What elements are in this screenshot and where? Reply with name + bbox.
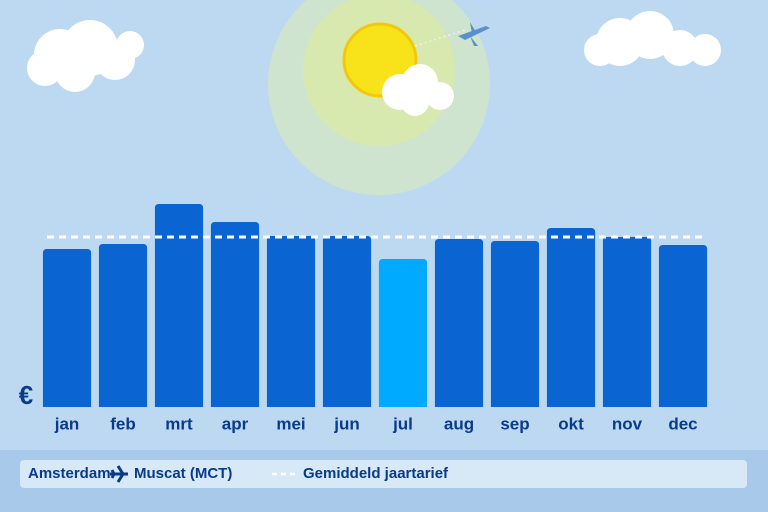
bar: [546, 228, 596, 407]
legend: [20, 460, 747, 488]
legend-plane: [110, 465, 128, 483]
flight-trail: [414, 29, 466, 47]
plot: jan feb mrt apr mei jun jul aug sep okt nov dec: [42, 204, 708, 433]
bar: [434, 239, 484, 407]
x-tick-label: jul: [392, 414, 413, 433]
x-tick-label: mrt: [165, 414, 193, 433]
x-tick-label: sep: [500, 414, 529, 433]
x-tick-label: mei: [276, 414, 305, 433]
legend-destination: Muscat (MCT): [134, 465, 232, 482]
x-tick-label: apr: [222, 414, 249, 433]
bar: [98, 244, 148, 407]
bar: [266, 236, 316, 407]
legend-average: Gemiddeld jaartarief: [303, 465, 449, 482]
bar: [490, 241, 540, 407]
x-tick-label: jan: [54, 414, 80, 433]
bar: [658, 245, 708, 407]
x-tick-label: okt: [558, 414, 584, 433]
x-tick-label: nov: [612, 414, 643, 433]
x-tick-label: aug: [444, 414, 474, 433]
bar: [210, 222, 260, 407]
plane-icon: [458, 22, 490, 46]
bar: [378, 259, 428, 407]
x-tick-label: feb: [110, 414, 136, 433]
bar: [322, 236, 372, 407]
legend-origin: Amsterdam: [28, 465, 111, 482]
x-tick-label: jun: [333, 414, 360, 433]
x-tick-label: dec: [668, 414, 697, 433]
currency-symbol: €: [19, 380, 33, 410]
bar: [154, 204, 204, 407]
bar: [602, 237, 652, 407]
clouds: [27, 11, 721, 116]
bar: [42, 249, 92, 407]
